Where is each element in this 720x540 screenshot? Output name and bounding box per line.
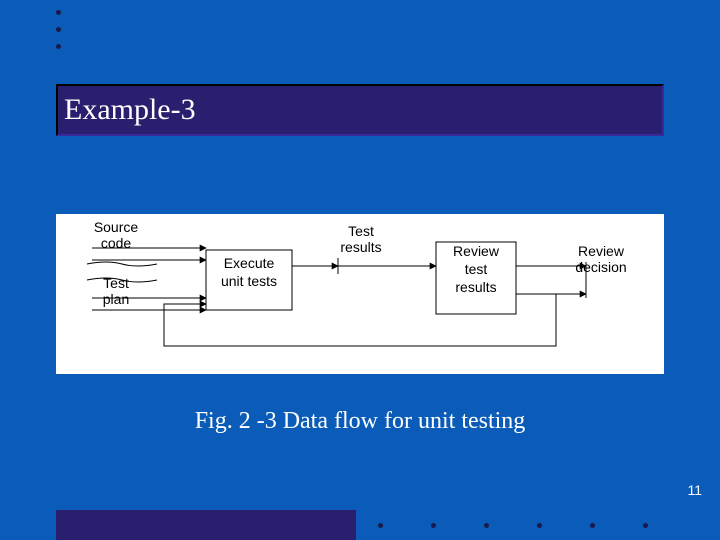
- dot-icon: [643, 523, 648, 528]
- label-test-results: results: [340, 239, 381, 255]
- page-number: 11: [687, 482, 702, 498]
- box-label-review-test-results: results: [455, 279, 496, 295]
- label-source-code: Source: [94, 219, 139, 235]
- dot-icon: [431, 523, 436, 528]
- label-review-decision: decision: [575, 259, 626, 275]
- dot-icon: [484, 523, 489, 528]
- diagram-panel: SourcecodeTestplanTestresultsReviewdecis…: [56, 214, 664, 374]
- box-label-execute-unit-tests: Execute: [224, 255, 275, 271]
- dot-icon: [56, 27, 61, 32]
- wave-sep: [87, 262, 157, 266]
- dot-icon: [56, 44, 61, 49]
- bottom-bullet-dots: [378, 523, 648, 528]
- bottom-accent-bar: [56, 510, 356, 540]
- flowchart-svg: SourcecodeTestplanTestresultsReviewdecis…: [56, 214, 664, 374]
- label-test-results: Test: [348, 223, 374, 239]
- box-label-execute-unit-tests: unit tests: [221, 273, 277, 289]
- label-source-code: code: [101, 235, 132, 251]
- box-label-review-test-results: test: [465, 261, 488, 277]
- box-label-review-test-results: Review: [453, 243, 500, 259]
- slide-title: Example-3: [64, 93, 196, 127]
- title-bar: Example-3: [56, 84, 664, 136]
- label-review-decision: Review: [578, 243, 625, 259]
- dot-icon: [56, 10, 61, 15]
- dot-icon: [590, 523, 595, 528]
- dot-icon: [378, 523, 383, 528]
- figure-caption: Fig. 2 -3 Data flow for unit testing: [0, 408, 720, 435]
- label-test-plan: plan: [103, 291, 129, 307]
- dot-icon: [537, 523, 542, 528]
- top-bullet-dots: [56, 10, 61, 61]
- label-test-plan: Test: [103, 275, 129, 291]
